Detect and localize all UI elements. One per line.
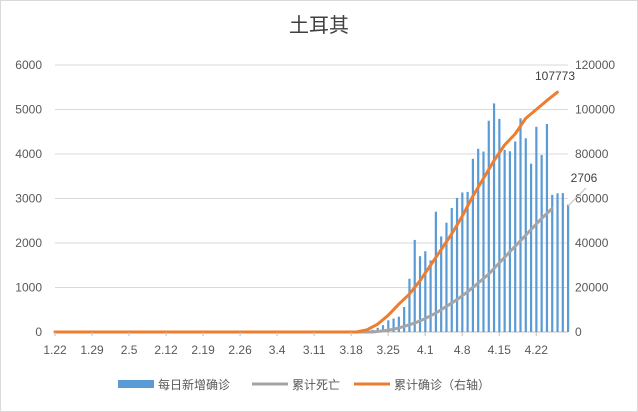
bar: [545, 124, 549, 332]
bar: [418, 256, 422, 332]
y-left-tick-label: 0: [35, 325, 42, 339]
x-tick-label: 3.11: [303, 343, 326, 357]
bar: [392, 318, 395, 332]
bar: [492, 103, 496, 332]
y-left-tick-label: 6000: [15, 58, 42, 72]
bar: [403, 307, 406, 332]
bar: [455, 197, 459, 332]
bar: [519, 118, 522, 332]
y-left-tick-label: 2000: [15, 236, 42, 250]
bar: [461, 192, 464, 332]
x-tick-label: 1.29: [80, 343, 104, 357]
bar: [440, 236, 443, 332]
legend-swatch: [118, 380, 154, 388]
x-tick-label: 2.19: [191, 343, 215, 357]
y-right-tick-label: 80000: [575, 147, 609, 161]
bar: [498, 118, 501, 333]
y-left-tick-label: 4000: [15, 147, 42, 161]
x-tick-label: 2.12: [154, 343, 178, 357]
bar: [487, 120, 490, 332]
bar: [466, 191, 469, 332]
bar: [445, 222, 448, 332]
x-tick-label: 3.4: [269, 343, 286, 357]
bar: [561, 193, 564, 332]
bar: [381, 325, 385, 332]
bar: [429, 260, 432, 332]
x-tick-label: 4.22: [525, 343, 549, 357]
data-label-deaths: 2706: [571, 171, 598, 185]
bar: [424, 251, 427, 332]
y-left-tick-label: 3000: [15, 192, 42, 206]
x-tick-label: 4.15: [488, 343, 512, 357]
x-tick-label: 3.18: [339, 343, 363, 357]
chart-title: 土耳其: [289, 14, 349, 37]
bar: [482, 151, 485, 332]
y-left-tick-label: 1000: [15, 281, 42, 295]
bar: [535, 126, 538, 332]
bar: [508, 151, 512, 332]
annotations: 107773 2706: [535, 69, 598, 207]
bar: [540, 155, 543, 332]
y-right-tick-label: 120000: [575, 58, 615, 72]
bar: [477, 148, 480, 332]
y-right-tick-label: 100000: [575, 103, 615, 117]
legend-label: 累计死亡: [292, 378, 340, 392]
y-right-tick-label: 60000: [575, 192, 609, 206]
x-axis: 1.22 1.29 2.5 2.12 2.19 2.26 3.4 3.11 3.18 3.25 4.…: [43, 332, 548, 357]
y-right-tick-label: 40000: [575, 236, 609, 250]
series-line: [53, 90, 559, 334]
bar: [397, 316, 400, 332]
legend-label: 每日新增确诊: [158, 377, 230, 392]
y-axis-left: 0 1000 2000 3000 4000 5000 6000: [15, 58, 42, 339]
series-line: [53, 207, 554, 334]
y-right-tick-label: 0: [575, 325, 582, 339]
leader-line: [567, 187, 587, 207]
legend: 每日新增确诊 累计死亡 累计确诊（右轴）: [118, 377, 490, 392]
bar: [450, 208, 453, 332]
bar: [434, 211, 437, 332]
y-axis-right: 0 20000 40000 60000 80000 100000 120000: [575, 58, 615, 339]
x-tick-label: 4.1: [417, 343, 434, 357]
x-tick-label: 1.22: [43, 343, 67, 357]
bar: [387, 320, 390, 332]
bar: [503, 149, 506, 332]
bar: [551, 194, 554, 332]
bar: [471, 158, 475, 332]
line-series: [53, 90, 559, 334]
x-tick-label: 3.25: [377, 343, 401, 357]
bar: [514, 141, 517, 332]
x-tick-label: 2.5: [121, 343, 138, 357]
legend-label: 累计确诊（右轴）: [394, 377, 490, 392]
bar: [408, 278, 411, 332]
bar: [567, 204, 570, 332]
x-tick-label: 4.8: [454, 343, 471, 357]
bar: [556, 193, 559, 332]
bar: [529, 163, 533, 332]
y-right-tick-label: 20000: [575, 281, 609, 295]
x-tick-label: 2.26: [228, 343, 252, 357]
y-left-tick-label: 5000: [15, 103, 42, 117]
data-label-confirmed: 107773: [535, 69, 575, 83]
